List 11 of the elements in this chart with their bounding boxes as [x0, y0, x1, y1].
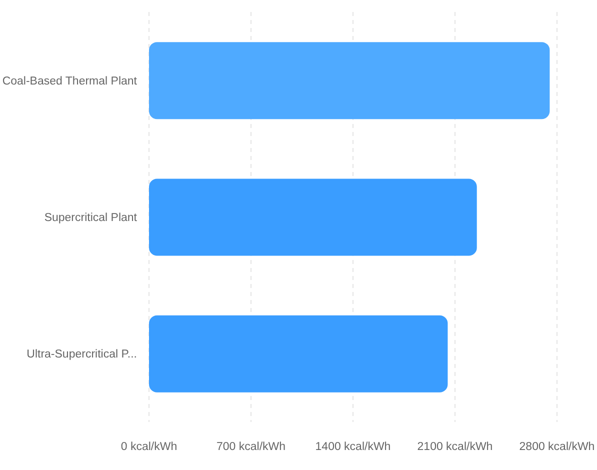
x-tick-label: 2800 kcal/kWh [519, 441, 595, 454]
x-tick-label: 700 kcal/kWh [216, 441, 286, 454]
bar [149, 315, 448, 392]
x-tick-label: 0 kcal/kWh [120, 441, 178, 454]
bar [149, 178, 477, 256]
bar [149, 42, 550, 120]
x-tick-label: 2100 kcal/kWh [417, 441, 493, 454]
x-tick-label: 1400 kcal/kWh [315, 441, 391, 454]
y-tick-label: Ultra-Supercritical P... [26, 348, 137, 361]
y-tick-label: Supercritical Plant [44, 212, 138, 224]
y-tick-label: Coal-Based Thermal Plant [2, 75, 138, 88]
